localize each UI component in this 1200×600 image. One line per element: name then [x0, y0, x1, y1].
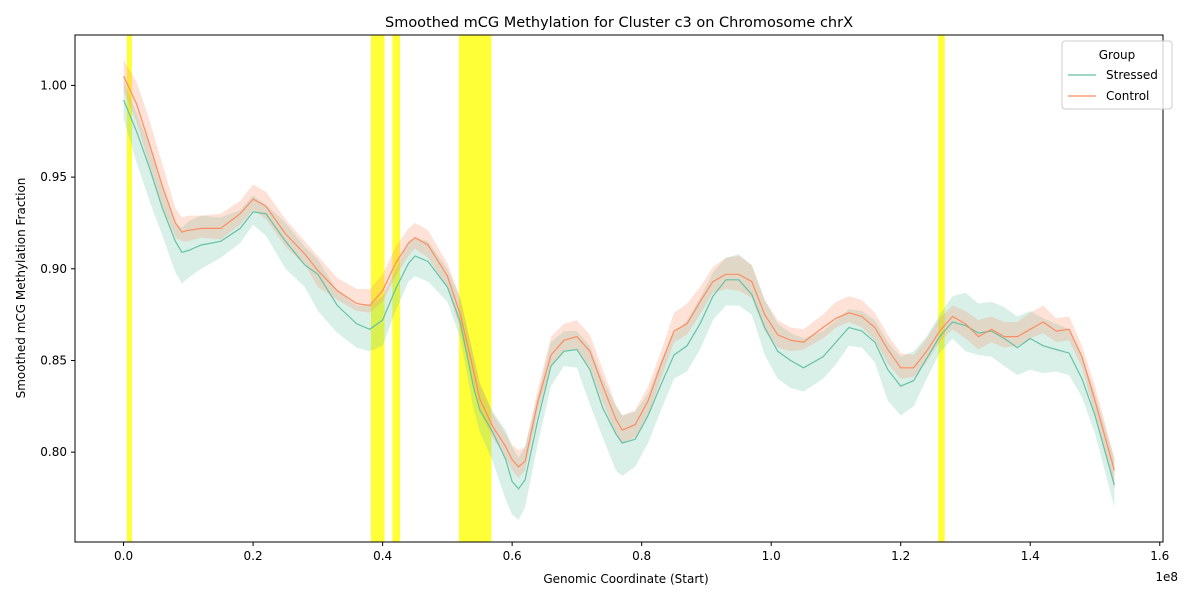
y-axis-label: Smoothed mCG Methylation Fraction [14, 178, 28, 399]
y-tick-label: 1.00 [40, 78, 67, 92]
legend-label-control: Control [1106, 89, 1149, 103]
series-line-control [123, 76, 1115, 471]
x-axis-label: Genomic Coordinate (Start) [543, 572, 708, 586]
x-tick-label: 1.6 [1150, 549, 1169, 563]
series-lines [123, 76, 1115, 490]
highlight-region [459, 35, 492, 542]
y-tick-label: 0.95 [40, 170, 67, 184]
x-tick-label: 0.4 [373, 549, 392, 563]
series-line-stressed [123, 99, 1115, 490]
highlight-region [126, 35, 132, 542]
y-tick-label: 0.85 [40, 353, 67, 367]
x-axis-ticks: 0.0 0.2 0.4 0.6 0.8 1.0 1.2 1.4 1.6 [114, 542, 1169, 563]
x-tick-label: 0.8 [632, 549, 651, 563]
x-tick-label: 1.2 [891, 549, 910, 563]
legend-box [1061, 40, 1173, 110]
x-tick-label: 0.0 [114, 549, 133, 563]
highlight-region [938, 35, 945, 542]
y-axis-ticks: 0.80 0.85 0.90 0.95 1.00 [40, 78, 75, 459]
x-tick-label: 1.4 [1021, 549, 1040, 563]
legend-title: Group [1099, 48, 1136, 62]
confidence-band-stressed [123, 79, 1115, 521]
y-tick-label: 0.90 [40, 262, 67, 276]
legend: Group Stressed Control [1061, 40, 1173, 110]
plot-frame [74, 34, 1164, 543]
x-tick-label: 1.0 [762, 549, 781, 563]
y-tick-label: 0.80 [40, 445, 67, 459]
x-axis-offset-label: 1e8 [1155, 570, 1178, 584]
x-tick-label: 0.2 [244, 549, 263, 563]
legend-label-stressed: Stressed [1106, 68, 1158, 82]
highlight-region [370, 35, 385, 542]
x-tick-label: 0.6 [503, 549, 522, 563]
chart-title: Smoothed mCG Methylation for Cluster c3 … [385, 15, 853, 31]
